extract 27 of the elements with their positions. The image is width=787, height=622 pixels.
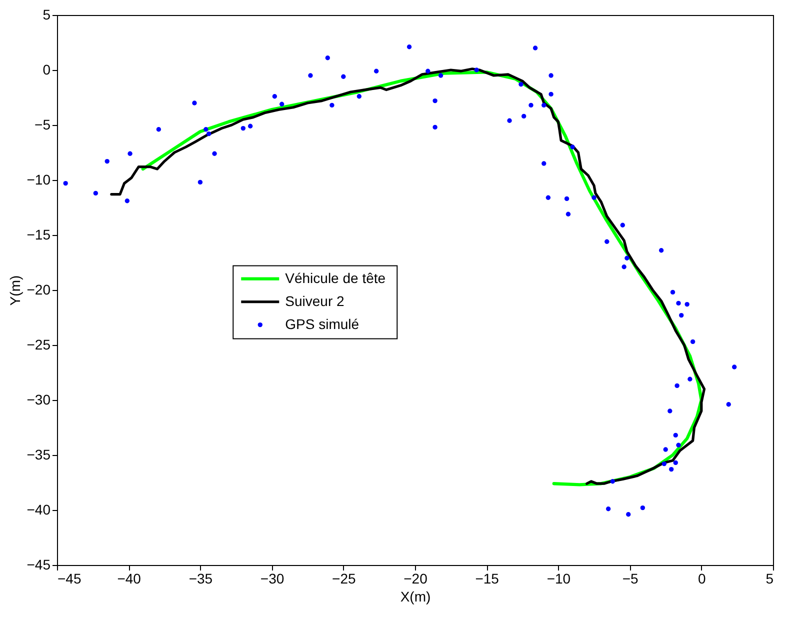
legend-label: Suiveur 2	[285, 292, 344, 309]
legend-label: Véhicule de tête	[285, 270, 386, 286]
y-tick-label: −30	[26, 392, 51, 408]
y-tick-label: 0	[42, 62, 51, 78]
x-tick-label: −45	[58, 570, 82, 586]
y-tick-label: −5	[34, 116, 51, 132]
y-tick-label: −20	[26, 282, 51, 298]
x-tick-label: −20	[404, 570, 428, 586]
y-tick-label: 5	[42, 6, 51, 22]
x-tick-label: −15	[475, 570, 500, 586]
x-tick-label: 5	[766, 570, 774, 586]
y-tick-label: −45	[26, 556, 51, 572]
y-tick-label: −35	[26, 446, 51, 462]
x-tick-label: −25	[332, 570, 356, 586]
x-tick-label: 0	[698, 570, 706, 586]
x-tick-label: −40	[117, 570, 142, 586]
y-tick-label: −10	[26, 172, 51, 188]
legend-label: GPS simulé	[285, 316, 360, 332]
y-tick-label: −25	[26, 336, 51, 352]
y-tick-label: −15	[26, 226, 51, 242]
x-axis-title: X(m)	[400, 588, 431, 604]
x-tick-label: −5	[622, 570, 638, 586]
x-tick-label: −10	[546, 570, 571, 586]
y-axis-title: Y(m)	[6, 275, 23, 306]
y-tick-label: −40	[26, 502, 51, 518]
x-tick-label: −35	[188, 570, 213, 586]
x-tick-label: −30	[260, 570, 284, 586]
